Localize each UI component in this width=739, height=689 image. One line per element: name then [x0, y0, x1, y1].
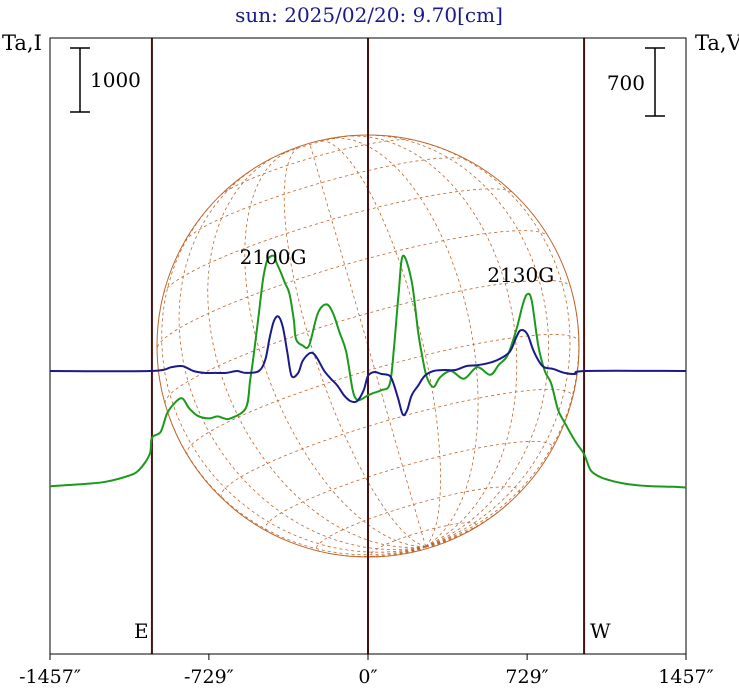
- scale-bar-right: 700: [607, 47, 665, 117]
- longitude-line: [167, 411, 426, 556]
- x-tick-label: -1457″: [19, 666, 81, 688]
- latitude-line: [220, 389, 573, 498]
- x-tick-label: -729″: [184, 666, 234, 688]
- longitude-line: [395, 546, 426, 556]
- series-layer: [49, 254, 687, 489]
- x-tick-label: 1457″: [658, 666, 713, 688]
- latitude-line: [157, 230, 548, 348]
- longitude-line: [425, 537, 456, 547]
- x-axis-ticks: -1457″ -729″ 0″ 729″ 1457″: [19, 654, 714, 688]
- field-strength-annotation: 2100G: [240, 245, 307, 269]
- latitude-line: [316, 486, 520, 552]
- scale-bar-left: 1000: [70, 47, 141, 113]
- vertical-lines: [150, 38, 586, 654]
- x-tick-label: 729″: [505, 666, 548, 688]
- longitude-line: [331, 137, 479, 547]
- east-label: E: [134, 619, 149, 643]
- latitude-line: [264, 440, 553, 532]
- y-axis-label-right: Ta,V: [695, 31, 739, 55]
- latitude-line: [220, 139, 414, 196]
- series-I-line: [49, 254, 687, 489]
- longitude-line: [425, 546, 427, 549]
- longitude-line: [425, 546, 434, 548]
- longitude-line: [350, 135, 518, 547]
- longitude-line: [421, 141, 571, 547]
- longitude-line: [309, 143, 427, 547]
- latitude-line: [163, 188, 514, 294]
- scale-bar-left-label: 1000: [90, 68, 141, 92]
- longitude-line: [327, 546, 426, 557]
- longitude-line: [207, 158, 426, 548]
- series-V-line: [49, 315, 687, 417]
- longitude-line: [244, 150, 426, 547]
- longitude-line: [372, 134, 550, 547]
- longitude-line: [425, 499, 513, 547]
- scale-bar-right-label: 700: [607, 71, 645, 95]
- x-tick-label: 0″: [358, 666, 377, 688]
- y-axis-label-left: Ta,I: [2, 31, 42, 55]
- latitude-line: [186, 333, 580, 456]
- longitude-line: [425, 543, 441, 547]
- latitude-line: [269, 135, 353, 160]
- annotation-layer: 2100G 2130G: [240, 245, 555, 287]
- chart-title: sun: 2025/02/20: 9.70[cm]: [235, 3, 503, 27]
- west-label: W: [590, 619, 611, 643]
- longitude-line: [320, 140, 441, 547]
- field-strength-annotation: 2130G: [487, 263, 554, 287]
- latitude-line: [370, 522, 477, 558]
